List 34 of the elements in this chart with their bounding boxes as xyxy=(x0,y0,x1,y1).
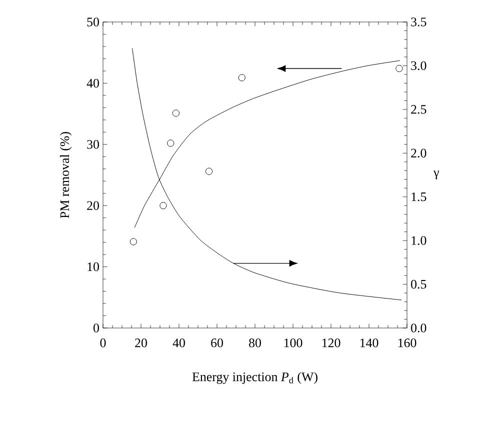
x-tick-label: 80 xyxy=(249,338,261,348)
point xyxy=(167,140,174,147)
x-tick-label: 20 xyxy=(135,338,147,348)
x-tick-label: 160 xyxy=(398,338,416,348)
point xyxy=(205,168,213,175)
x-tick-label: 120 xyxy=(322,338,340,348)
y2-tick-label: 0.0 xyxy=(411,324,426,332)
y2-tick-label: 3.5 xyxy=(411,18,426,26)
y-tick-label: 0 xyxy=(94,324,99,332)
x-tick-label: 40 xyxy=(172,338,185,348)
y2-tick-label: 2.0 xyxy=(411,148,426,158)
point xyxy=(160,202,167,210)
y2-tick-label: 3.0 xyxy=(411,61,426,70)
y-tick-label: 30 xyxy=(87,140,99,149)
point xyxy=(396,64,403,72)
y2-tick-label: 1.0 xyxy=(412,236,426,245)
x-tick-label: 100 xyxy=(284,338,302,348)
y-axis-title: PM removal (%) xyxy=(60,132,72,218)
y2-tick-label: 2.5 xyxy=(411,105,426,114)
point xyxy=(238,74,246,82)
y-tick-label: 40 xyxy=(86,78,99,88)
y-tick-label: 10 xyxy=(88,262,99,272)
x-tick-label: 60 xyxy=(211,338,223,348)
x-axis-title: Energy injection P$_{d}$ (W) xyxy=(192,372,318,384)
x-tick-label: 0 xyxy=(100,338,106,348)
y-tick-label: 50 xyxy=(87,18,99,26)
point xyxy=(172,110,180,117)
line-series xyxy=(132,48,402,300)
y2-axis-title: γ xyxy=(434,170,439,180)
y2-tick-label: 0.5 xyxy=(411,280,426,289)
x-tick-label: 140 xyxy=(360,338,378,348)
y2-tick-label: 1.5 xyxy=(412,192,426,202)
point xyxy=(130,238,137,246)
y-tick-label: 20 xyxy=(87,201,99,210)
